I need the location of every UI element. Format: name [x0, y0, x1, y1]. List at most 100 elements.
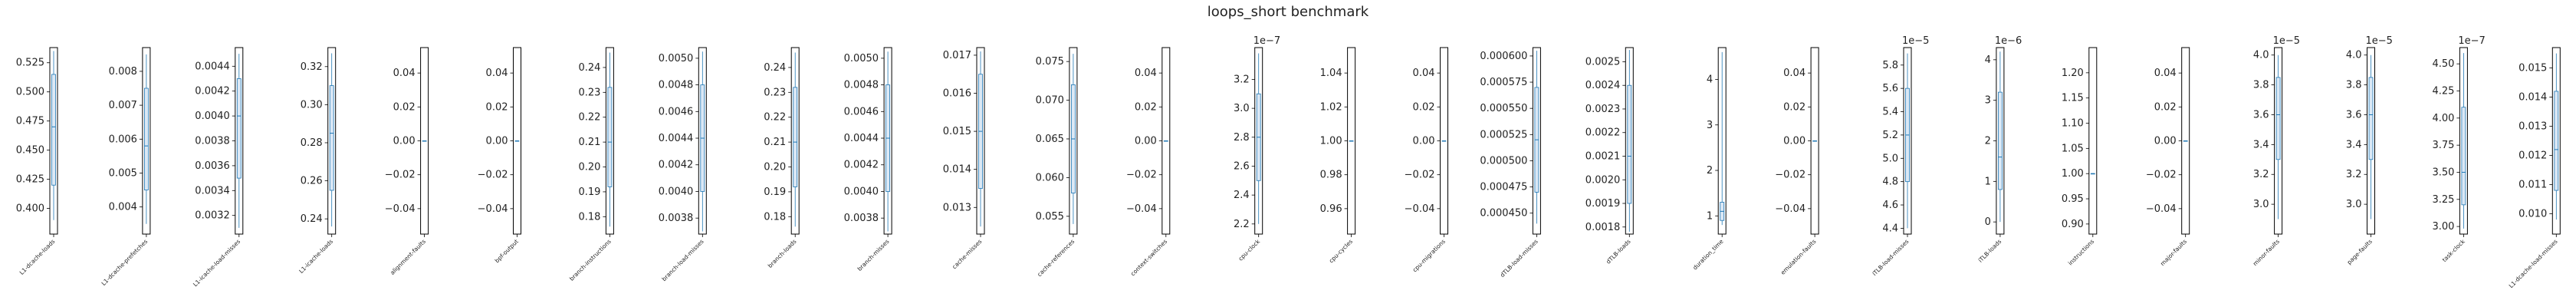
subplot-dTLB-loads: 0.0018 0.0019 0.0020 0.0021 0.0022 0.0023 0.00…: [1585, 47, 1634, 266]
subplot-context-switches: −0.04 −0.02 0.00 0.02 0.04 context-switches: [1126, 47, 1171, 277]
y-tick-label: 5.4: [1882, 107, 1898, 118]
subplot-cpu-migrations: −0.04 −0.02 0.00 0.02 0.04 cpu-migrations: [1405, 47, 1448, 273]
subplot-duration_time: 1 2 3 4 duration_time: [1691, 47, 1727, 272]
y-tick-label: 0.525: [16, 58, 44, 69]
iqr-box: [2275, 77, 2281, 160]
y-tick-label: 0.0044: [659, 133, 694, 144]
y-tick-label: 0.017: [943, 50, 971, 61]
y-tick-label: 4.25: [2432, 86, 2454, 97]
y-tick-label: 0.014: [943, 164, 971, 176]
iqr-box: [607, 87, 613, 187]
y-tick-label: −0.04: [385, 203, 416, 215]
y-tick-label: 0.005: [109, 167, 137, 179]
y-tick-label: 0.0048: [844, 80, 879, 91]
y-tick-label: 4.8: [1882, 177, 1898, 188]
y-tick-label: 1.15: [2062, 93, 2084, 104]
y-tick-label: 0.00: [1413, 136, 1435, 147]
y-tick-label: 0.04: [393, 68, 416, 79]
x-category-label: duration_time: [1691, 238, 1725, 272]
subplot-cache-references: 0.055 0.060 0.065 0.070 0.075 cache-reference…: [1036, 47, 1078, 278]
y-tick-label: 0.400: [16, 203, 44, 215]
y-tick-label: 0.0040: [659, 186, 694, 197]
y-tick-label: 0.010: [2518, 208, 2547, 220]
x-category-label: page-faults: [2346, 238, 2374, 266]
y-tick-label: 0.32: [301, 61, 323, 73]
y-tick-label: 0.22: [764, 112, 786, 124]
y-tick-label: 0.00: [1135, 136, 1157, 147]
y-tick-label: 0.0036: [195, 160, 230, 172]
subplot-L1-dcache-load-misses: 0.010 0.011 0.012 0.013 0.014 0.015 L1-dcache-…: [2508, 47, 2561, 289]
x-category-label: branch-instructions: [568, 238, 613, 282]
x-category-label: L1-icache-load-misses: [192, 238, 242, 288]
y-tick-label: 5.6: [1882, 83, 1898, 94]
y-tick-label: 0.060: [1036, 172, 1064, 183]
y-tick-label: 0.0020: [1585, 174, 1621, 186]
y-tick-label: 0.0022: [1585, 127, 1621, 139]
x-category-label: emulation-faults: [1779, 238, 1818, 276]
y-tick-label: 0.0050: [659, 53, 694, 64]
y-tick-label: 0.00: [2154, 136, 2177, 147]
y-tick-label: 5.0: [1882, 153, 1898, 164]
y-tick-label: 2.6: [1234, 160, 1250, 172]
y-tick-label: 0.23: [764, 87, 786, 98]
y-tick-label: 2.4: [1234, 190, 1250, 201]
y-tick-label: 0.02: [1135, 101, 1157, 113]
y-tick-label: 0.0042: [659, 160, 694, 171]
y-tick-label: 0.0046: [844, 106, 879, 117]
subplot-branch-instructions: 0.18 0.19 0.20 0.21 0.22 0.23 0.24 branch-instr…: [568, 47, 614, 282]
y-tick-label: 0.0038: [195, 136, 230, 147]
y-tick-label: 0.0038: [844, 213, 879, 224]
subplot-iTLB-load-misses: 4.4 4.6 4.8 5.0 5.2 5.4 5.6 5.8 1e−5 iTLB-load-mi…: [1871, 35, 1929, 277]
axis-exponent-label: 1e−5: [2273, 35, 2300, 47]
x-category-label: iTLB-load-misses: [1871, 238, 1910, 277]
y-tick-label: 0.0040: [195, 111, 230, 122]
y-tick-label: 0.24: [764, 62, 786, 74]
iqr-box: [793, 87, 798, 187]
y-tick-label: 3.4: [2346, 139, 2362, 150]
y-tick-label: 0.500: [16, 87, 44, 98]
x-category-label: cpu-migrations: [1411, 238, 1447, 273]
y-tick-label: 3.6: [2346, 109, 2362, 120]
axis-exponent-label: 1e−6: [1995, 35, 2022, 47]
y-tick-label: 0.04: [1135, 68, 1157, 79]
x-category-label: L1-dcache-prefetches: [100, 238, 150, 287]
y-tick-label: 3.50: [2432, 167, 2454, 178]
y-tick-label: 0.0018: [1585, 222, 1621, 233]
y-tick-label: 4.0: [2346, 50, 2362, 61]
y-tick-label: −0.02: [385, 170, 416, 181]
iqr-box: [51, 74, 56, 186]
y-tick-label: 0.00: [1783, 136, 1806, 147]
y-tick-label: 0.90: [2062, 219, 2084, 230]
y-tick-label: 3.25: [2432, 194, 2454, 206]
y-tick-label: 0.00: [393, 136, 416, 147]
y-tick-label: 0.0025: [1585, 56, 1621, 68]
y-tick-label: 4.00: [2432, 113, 2454, 124]
y-tick-label: 3.75: [2432, 140, 2454, 151]
x-category-label: instructions: [2067, 238, 2095, 266]
y-tick-label: 0.015: [943, 126, 971, 137]
y-tick-label: 3.00: [2432, 221, 2454, 233]
subplot-page-faults: 3.0 3.2 3.4 3.6 3.8 4.0 1e−5 page-faults: [2346, 35, 2393, 266]
figure-title: loops_short benchmark: [1208, 4, 1369, 20]
y-tick-label: 0.04: [1783, 68, 1806, 79]
x-category-label: dTLB-loads: [1605, 238, 1632, 266]
y-tick-label: 0.016: [943, 88, 971, 100]
subplot-L1-dcache-loads: 0.400 0.425 0.450 0.475 0.500 0.525 L1-dcache-…: [16, 47, 58, 276]
axis-exponent-label: 1e−5: [1902, 35, 1929, 47]
y-tick-label: 0.070: [1036, 95, 1064, 107]
iqr-box: [1627, 84, 1632, 204]
y-tick-label: 0.20: [578, 162, 600, 173]
y-tick-label: 0.02: [2154, 101, 2177, 113]
y-tick-label: 4: [1985, 54, 1991, 66]
y-tick-label: 0.0023: [1585, 104, 1621, 115]
iqr-box: [143, 87, 149, 190]
y-tick-label: 1.00: [1320, 136, 1342, 147]
y-tick-label: 0.0044: [195, 61, 230, 72]
y-tick-label: −0.04: [2146, 203, 2177, 215]
y-tick-label: 3.0: [2253, 199, 2269, 210]
x-category-label: cpu-cycles: [1328, 238, 1354, 264]
x-category-label: L1-dcache-loads: [18, 238, 57, 276]
y-tick-label: 1.02: [1320, 101, 1342, 113]
y-tick-label: 1: [1985, 176, 1991, 187]
